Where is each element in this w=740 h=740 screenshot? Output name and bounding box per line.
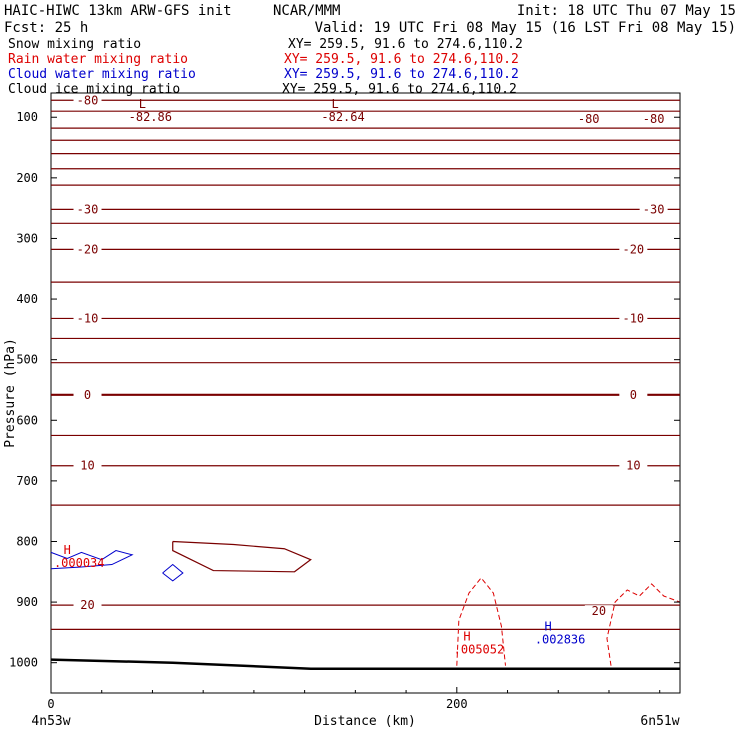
high-value: .000034 <box>54 556 105 570</box>
field-rain-name: Rain water mixing ratio <box>8 52 188 67</box>
y-tick-label: 200 <box>16 171 38 185</box>
isotherm-label-bg <box>73 94 102 107</box>
high-value: .002836 <box>535 633 586 647</box>
y-tick-label: 400 <box>16 292 38 306</box>
field-cloudice-xy: XY= 259.5, 91.6 to 274.6,110.2 <box>282 82 517 97</box>
isotherm-label: -20 <box>622 242 644 256</box>
isotherm-label: -20 <box>77 242 99 256</box>
y-tick-label: 800 <box>16 534 38 548</box>
init-time: Init: 18 UTC Thu 07 May 15 <box>517 3 736 19</box>
right-endpoint: 6n51w <box>640 714 679 729</box>
isotherm-label-bg <box>574 113 603 126</box>
cloud-water-contour <box>162 563 184 582</box>
x-tick-label: 0 <box>47 697 54 711</box>
isotherm-label: 20 <box>592 604 606 618</box>
isotherm-label: 0 <box>630 388 637 402</box>
left-endpoint: 4n53w <box>31 714 70 729</box>
isotherm-label: -80 <box>643 112 665 126</box>
isotherm-label: -80 <box>578 112 600 126</box>
rain-contour <box>606 583 681 666</box>
rain-contour <box>456 577 507 666</box>
isotherm-label-bg <box>73 243 102 256</box>
field-snow-name: Snow mixing ratio <box>8 37 141 52</box>
isotherm-label: 20 <box>80 598 94 612</box>
y-axis-label: Pressure (hPa) <box>3 338 18 448</box>
isotherm-label: -10 <box>622 311 644 325</box>
y-tick-label: 500 <box>16 353 38 367</box>
low-symbol: L <box>331 97 338 111</box>
y-tick-label: 900 <box>16 595 38 609</box>
high-value: .005052 <box>454 642 505 656</box>
isotherm-label: 10 <box>626 459 640 473</box>
low-value: -82.64 <box>321 110 364 124</box>
isotherm-label-bg <box>73 312 102 325</box>
y-tick-label: 100 <box>16 110 38 124</box>
y-tick-label: 300 <box>16 231 38 245</box>
isotherm-label: -10 <box>77 311 99 325</box>
org-title: NCAR/MMM <box>273 3 340 19</box>
high-symbol: H <box>544 620 551 634</box>
isotherm-label-bg <box>73 599 102 612</box>
x-tick-label: 200 <box>446 697 468 711</box>
isotherm-label-bg <box>73 203 102 216</box>
field-cloudwater-name: Cloud water mixing ratio <box>8 67 196 82</box>
y-tick-label: 600 <box>16 413 38 427</box>
plot-frame <box>50 92 681 694</box>
isotherm-label-bg <box>619 312 648 325</box>
isotherm-label-bg <box>584 605 613 618</box>
isotherm-label: -80 <box>77 93 99 107</box>
isotherm-label-bg <box>73 388 102 401</box>
low-value: -82.86 <box>129 110 172 124</box>
high-symbol: H <box>463 629 470 643</box>
terrain-line <box>50 658 680 671</box>
y-tick-label: 700 <box>16 474 38 488</box>
low-symbol: L <box>139 97 146 111</box>
isotherm-label: 0 <box>84 388 91 402</box>
isotherm-label: -30 <box>77 202 99 216</box>
cloud-water-contour <box>50 550 134 570</box>
isotherm-label-bg <box>73 459 102 472</box>
isotherm-label-bg <box>619 459 648 472</box>
isotherm-label-bg <box>619 388 648 401</box>
high-symbol: H <box>64 543 71 557</box>
valid-time: Valid: 19 UTC Fri 08 May 15 (16 LST Fri … <box>315 20 736 36</box>
isotherm-line <box>172 540 312 573</box>
model-title: HAIC-HIWC 13km ARW-GFS init <box>4 3 232 19</box>
isotherm-label-bg <box>639 113 668 126</box>
field-rain-xy: XY= 259.5, 91.6 to 274.6,110.2 <box>284 52 519 67</box>
y-tick-label: 1000 <box>9 656 38 670</box>
isotherm-label-bg <box>619 243 648 256</box>
field-cloudwater-xy: XY= 259.5, 91.6 to 274.6,110.2 <box>284 67 519 82</box>
isotherm-label-bg <box>639 203 668 216</box>
forecast-hour: Fcst: 25 h <box>4 20 88 36</box>
isotherm-label: 10 <box>80 459 94 473</box>
isotherm-label: -30 <box>643 202 665 216</box>
field-snow-xy: XY= 259.5, 91.6 to 274.6,110.2 <box>288 37 523 52</box>
x-axis-label: Distance (km) <box>314 714 416 729</box>
